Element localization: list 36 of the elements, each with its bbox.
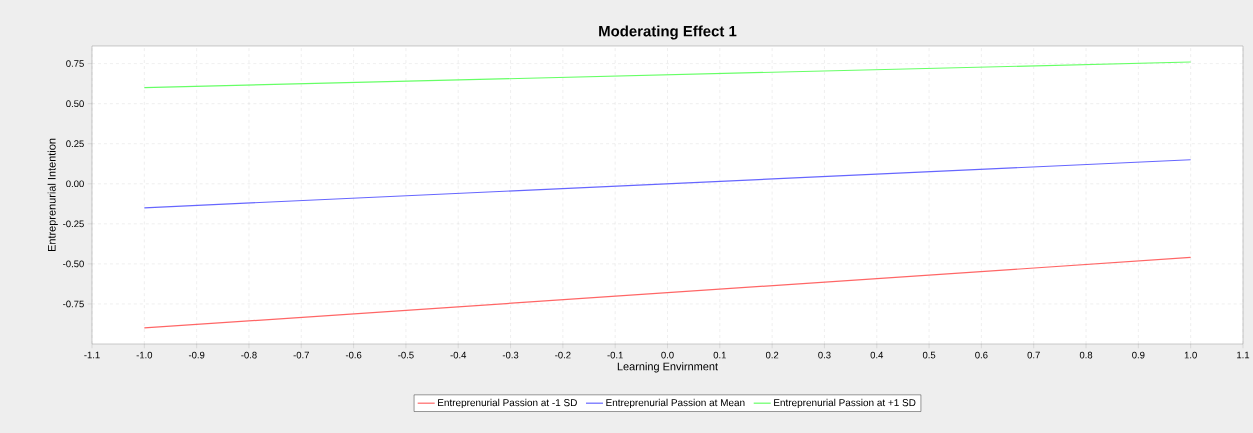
y-tick-label: -0.25 <box>63 220 84 228</box>
y-tick-label: 0.00 <box>66 180 84 188</box>
y-tick-label: 0.50 <box>66 100 84 108</box>
x-tick-label: 0.5 <box>922 351 936 359</box>
y-tick-label: -0.75 <box>63 300 84 308</box>
x-tick-label: 0.0 <box>661 351 674 359</box>
legend-label: Entreprenurial Passion at -1 SD <box>438 398 577 409</box>
x-tick-label: -1.1 <box>84 351 100 359</box>
x-tick-label: 0.2 <box>765 351 779 359</box>
x-tick-label: -0.1 <box>607 351 623 359</box>
legend-label: Entreprenurial Passion at +1 SD <box>774 398 916 409</box>
x-tick-label: 1.0 <box>1184 351 1197 359</box>
x-tick-label: -0.3 <box>502 351 519 359</box>
x-tick-label: 0.8 <box>1079 351 1093 359</box>
x-tick-label: -0.6 <box>345 351 362 359</box>
legend-label: Entreprenurial Passion at Mean <box>606 398 745 409</box>
x-tick-label: 1.1 <box>1237 351 1250 359</box>
x-tick-label: 0.9 <box>1132 351 1145 359</box>
x-tick-label: -0.7 <box>293 351 309 359</box>
y-axis-title: Entreprenurial Intention <box>47 138 58 252</box>
x-tick-label: 0.6 <box>975 351 988 359</box>
x-tick-label: -0.4 <box>450 351 467 359</box>
x-tick-label: -0.9 <box>188 351 205 359</box>
y-tick-label: -0.50 <box>63 260 84 268</box>
x-tick-label: -1.0 <box>136 351 153 359</box>
chart-title: Moderating Effect 1 <box>599 25 737 40</box>
x-tick-label: 0.3 <box>818 351 831 359</box>
x-tick-label: 0.1 <box>713 351 726 359</box>
x-tick-label: 0.7 <box>1027 351 1040 359</box>
x-tick-label: -0.5 <box>398 351 414 359</box>
x-tick-label: 0.4 <box>870 351 884 359</box>
y-tick-label: 0.75 <box>66 60 84 67</box>
x-axis-title: Learning Envirnment <box>617 362 718 373</box>
x-tick-label: -0.2 <box>555 351 571 359</box>
x-tick-label: -0.8 <box>241 351 257 359</box>
y-tick-label: 0.25 <box>66 140 84 148</box>
